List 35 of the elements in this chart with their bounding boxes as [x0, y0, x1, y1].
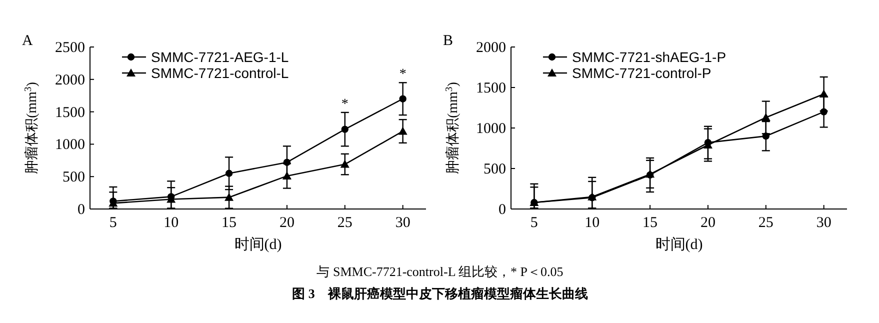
- x-tick-label: 5: [109, 215, 117, 231]
- chart-title: A: [22, 33, 33, 49]
- legend-label: SMMC-7721-shAEG-1-P: [572, 49, 726, 65]
- y-tick-label: 2000: [55, 72, 85, 88]
- x-tick-label: 20: [700, 215, 716, 231]
- chart-title: B: [443, 33, 454, 49]
- y-tick-label: 1000: [476, 121, 506, 137]
- x-tick-label: 20: [279, 215, 294, 231]
- x-tick-label: 5: [530, 215, 538, 231]
- y-tick-label: 1500: [55, 104, 85, 121]
- caption: 图 3 裸鼠肝癌模型中皮下移植瘤模型瘤体生长曲线: [292, 286, 588, 301]
- annotation: *: [341, 96, 348, 112]
- legend-label: SMMC-7721-AEG-1-L: [151, 49, 289, 65]
- x-tick-label: 25: [758, 215, 774, 231]
- x-axis-title: 时间(d): [655, 236, 703, 253]
- x-tick-label: 15: [642, 215, 658, 231]
- x-tick-label: 15: [222, 215, 237, 231]
- y-tick-label: 500: [484, 162, 506, 178]
- x-tick-label: 30: [395, 215, 410, 231]
- legend-label: SMMC-7721-control-L: [151, 65, 289, 81]
- legend-label: SMMC-7721-control-P: [572, 65, 712, 81]
- text: 与 SMMC-7721-control-L 组比较，* P＜0.05: [316, 264, 564, 279]
- x-tick-label: 25: [337, 215, 352, 231]
- y-tick-label: 0: [498, 202, 506, 218]
- x-tick-label: 30: [816, 215, 832, 231]
- y-tick-label: 500: [62, 170, 85, 186]
- y-tick-label: 1000: [55, 137, 85, 154]
- x-tick-label: 10: [164, 215, 179, 231]
- y-tick-label: 1500: [476, 80, 506, 96]
- y-tick-label: 2500: [55, 40, 85, 56]
- y-tick-label: 0: [78, 202, 85, 218]
- x-tick-label: 10: [584, 215, 600, 231]
- y-tick-label: 2000: [476, 40, 506, 56]
- annotation: *: [399, 67, 406, 82]
- x-axis-title: 时间(d): [234, 236, 282, 253]
